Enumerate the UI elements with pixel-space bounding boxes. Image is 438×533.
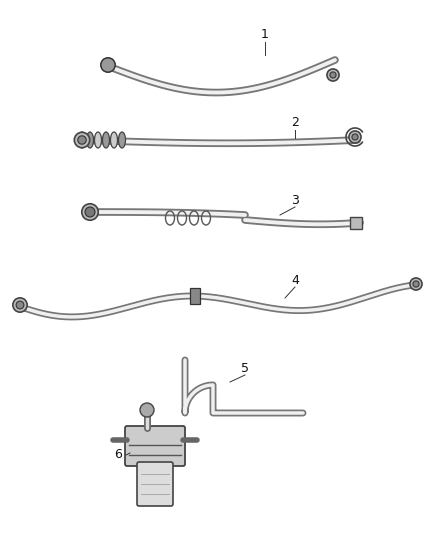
Circle shape	[101, 58, 115, 72]
Circle shape	[74, 132, 90, 148]
Circle shape	[82, 204, 98, 220]
Text: 6: 6	[114, 448, 122, 462]
Circle shape	[101, 58, 115, 72]
Ellipse shape	[119, 132, 126, 148]
Bar	[350, 216, 362, 229]
Circle shape	[140, 403, 154, 417]
Circle shape	[327, 69, 339, 81]
Circle shape	[85, 207, 95, 216]
FancyBboxPatch shape	[137, 462, 173, 506]
Text: 5: 5	[241, 361, 249, 375]
Ellipse shape	[110, 132, 117, 148]
Ellipse shape	[78, 132, 85, 148]
Circle shape	[85, 207, 95, 217]
Ellipse shape	[95, 132, 102, 148]
Ellipse shape	[86, 132, 93, 148]
Circle shape	[413, 281, 419, 287]
Circle shape	[104, 61, 112, 69]
Circle shape	[16, 301, 24, 309]
Text: 3: 3	[291, 193, 299, 206]
Circle shape	[13, 298, 27, 312]
Circle shape	[349, 131, 361, 143]
Text: 4: 4	[291, 273, 299, 287]
Ellipse shape	[102, 132, 110, 148]
Circle shape	[78, 136, 86, 144]
Circle shape	[330, 72, 336, 78]
Text: 2: 2	[291, 117, 299, 130]
Circle shape	[352, 134, 358, 140]
Bar	[190, 288, 200, 304]
Text: 1: 1	[261, 28, 269, 42]
FancyBboxPatch shape	[125, 426, 185, 466]
Circle shape	[410, 278, 422, 290]
